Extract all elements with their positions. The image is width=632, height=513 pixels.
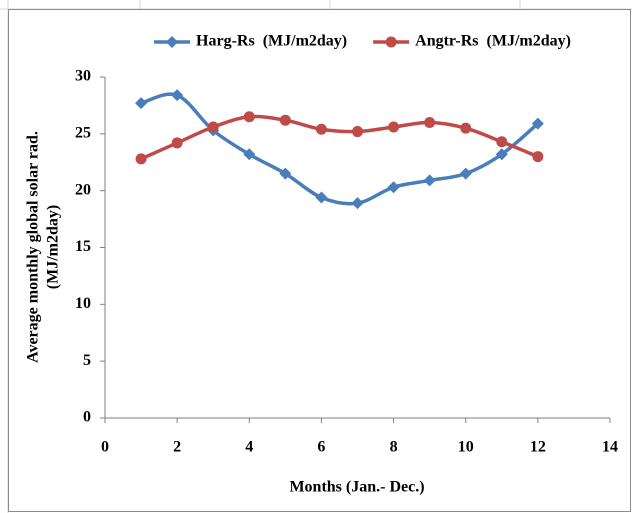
data-point [279,167,292,180]
data-point [243,111,255,123]
y-axis-title: Average monthly global solar rad. (MJ/m2… [25,131,62,363]
x-tick-label: 14 [602,439,618,456]
legend-marker [166,36,179,48]
data-point [207,121,219,133]
legend-item: Angtr-Rs (MJ/m2day) [373,33,571,50]
data-point [315,191,328,204]
x-tick-label: 4 [245,439,253,456]
y-tick-label: 0 [83,409,91,426]
chart-frame [8,9,631,512]
data-point [460,122,472,134]
y-tick-label: 20 [75,181,91,198]
x-tick-label: 0 [101,439,109,456]
x-tick-label: 2 [173,439,181,456]
data-point [315,123,327,135]
y-tick-label: 5 [83,352,91,369]
data-point [388,121,400,133]
legend-label: Angtr-Rs (MJ/m2day) [415,33,571,50]
x-axis-title: Months (Jan.- Dec.) [289,479,424,496]
y-tick-label: 10 [75,295,91,312]
data-point [135,97,148,110]
data-point [352,126,363,138]
data-point [495,148,508,161]
data-point [424,116,436,128]
legend: Harg-Rs (MJ/m2day) Angtr-Rs (MJ/m2day) [154,33,571,50]
data-point [496,136,508,148]
y-tick-label: 25 [75,125,91,142]
data-point [351,197,364,210]
legend-item: Harg-Rs (MJ/m2day) [154,33,347,50]
y-tick-label: 15 [75,238,91,255]
data-point [279,114,291,126]
y-axis-title-line: (MJ/m2day) [45,205,62,289]
legend-label: Harg-Rs (MJ/m2day) [196,33,347,50]
x-tick-label: 10 [458,439,474,456]
data-point [135,153,147,165]
legend-marker [385,36,397,48]
data-point [387,181,400,194]
data-point [171,89,184,102]
y-tick-label: 30 [75,68,91,85]
data-point [531,117,544,130]
x-tick-label: 8 [390,439,398,456]
data-point [532,151,544,163]
x-tick-label: 12 [530,439,546,456]
data-point [171,137,183,149]
x-tick-label: 6 [317,439,325,456]
y-axis-title-line: Average monthly global solar rad. [25,131,42,363]
data-point [243,148,256,161]
data-point [423,174,436,187]
data-point [459,167,472,180]
